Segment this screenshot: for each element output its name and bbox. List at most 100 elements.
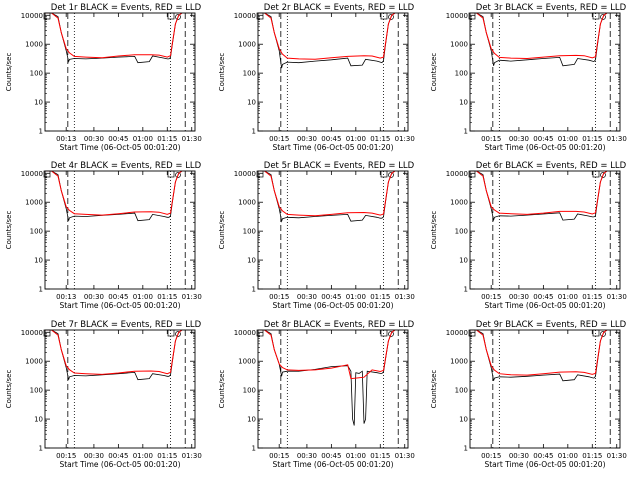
y-tick-label: 10	[247, 257, 256, 265]
marker-square	[167, 12, 175, 20]
x-tick-label: 00:15	[269, 293, 289, 301]
x-tick-label: 01:00	[346, 452, 366, 460]
lld-series-line	[258, 330, 396, 380]
x-tick-label: 01:00	[133, 135, 153, 143]
x-tick-label: 00:45	[321, 452, 341, 460]
y-tick-label: 10000	[234, 170, 256, 178]
chart-panel-7: Det 7r BLACK = Events, RED = LLD Counts/s…	[5, 320, 202, 469]
x-tick-label: 01:30	[182, 293, 202, 301]
y-tick-label: 10000	[446, 12, 468, 20]
x-tick-label: 01:00	[558, 293, 578, 301]
x-axis-label: Start Time (06-Oct-05 00:01:20)	[272, 460, 393, 469]
y-tick-label: 1	[252, 128, 256, 136]
x-tick-label: 00:30	[297, 135, 317, 143]
x-tick-label: 00:45	[321, 135, 341, 143]
marker-circle	[175, 331, 181, 337]
lld-series-line	[470, 13, 608, 60]
y-tick-label: 10000	[21, 170, 43, 178]
y-tick-label: 1	[39, 445, 43, 453]
x-tick-label: 01:00	[346, 293, 366, 301]
y-tick-label: 10	[34, 257, 43, 265]
lld-series-line	[45, 13, 183, 59]
marker-square	[380, 170, 388, 178]
x-tick-label: 01:00	[558, 135, 578, 143]
x-tick-label: 00:30	[84, 135, 104, 143]
chart-panel-4: Det 4r BLACK = Events, RED = LLD Counts/s…	[5, 161, 202, 310]
y-axis-label: Counts/sec	[218, 211, 226, 250]
x-tick-label: 01:00	[346, 135, 366, 143]
chart-title: Det 5r BLACK = Events, RED = LLD	[264, 161, 415, 171]
plot-frame	[44, 12, 196, 132]
chart-panel-8: Det 8r BLACK = Events, RED = LLD Counts/s…	[218, 320, 415, 469]
y-tick-label: 100	[30, 228, 43, 236]
plot-frame	[469, 329, 621, 449]
x-tick-label: 01:30	[182, 452, 202, 460]
y-tick-label: 10	[247, 99, 256, 107]
x-tick-label: 00:45	[108, 293, 128, 301]
y-tick-label: 1	[39, 286, 43, 294]
y-tick-label: 100	[30, 387, 43, 395]
x-axis-label: Start Time (06-Oct-05 00:01:20)	[59, 301, 180, 310]
y-axis-label: Counts/sec	[218, 370, 226, 409]
plot-frame	[257, 170, 409, 290]
y-axis-label: Counts/sec	[430, 370, 438, 409]
x-tick-label: 00:15	[269, 135, 289, 143]
x-tick-label: 00:13	[56, 135, 76, 143]
lld-series-line	[45, 171, 183, 216]
x-axis-label: Start Time (06-Oct-05 00:01:20)	[484, 460, 605, 469]
x-tick-label: 00:30	[297, 293, 317, 301]
marker-circle	[175, 172, 181, 178]
y-tick-label: 10000	[234, 12, 256, 20]
marker-square	[167, 170, 175, 178]
x-tick-label: 01:30	[182, 135, 202, 143]
y-tick-label: 1	[464, 286, 468, 294]
plot-frame	[257, 12, 409, 132]
marker-square	[592, 329, 600, 337]
x-tick-label: 01:30	[607, 293, 627, 301]
x-axis-label: Start Time (06-Oct-05 00:01:20)	[59, 460, 180, 469]
x-axis-label: Start Time (06-Oct-05 00:01:20)	[272, 301, 393, 310]
y-tick-label: 10000	[21, 12, 43, 20]
y-tick-label: 100	[243, 70, 256, 78]
marker-circle	[600, 172, 606, 178]
marker-square	[167, 329, 175, 337]
chart-title: Det 8r BLACK = Events, RED = LLD	[264, 320, 415, 330]
lld-series-line	[258, 13, 396, 60]
x-tick-label: 01:30	[395, 452, 415, 460]
events-series-line	[258, 13, 396, 69]
x-tick-label: 00:15	[481, 452, 501, 460]
chart-title: Det 6r BLACK = Events, RED = LLD	[476, 161, 627, 171]
y-axis-label: Counts/sec	[430, 211, 438, 250]
y-tick-label: 1000	[450, 41, 468, 49]
chart-title: Det 9r BLACK = Events, RED = LLD	[476, 320, 627, 330]
x-tick-label: 01:15	[582, 293, 602, 301]
y-tick-label: 1	[464, 128, 468, 136]
x-tick-label: 00:15	[56, 452, 76, 460]
y-tick-label: 1000	[450, 358, 468, 366]
chart-title: Det 4r BLACK = Events, RED = LLD	[51, 161, 202, 171]
x-tick-label: 00:15	[481, 293, 501, 301]
y-tick-label: 10	[247, 416, 256, 424]
x-tick-label: 01:15	[157, 452, 177, 460]
y-tick-label: 1000	[25, 358, 43, 366]
y-tick-label: 10	[34, 416, 43, 424]
x-tick-label: 01:30	[395, 135, 415, 143]
chart-panel-1: Det 1r BLACK = Events, RED = LLD Counts/s…	[5, 3, 202, 152]
x-tick-label: 00:30	[297, 452, 317, 460]
marker-circle	[600, 14, 606, 20]
x-axis-label: Start Time (06-Oct-05 00:01:20)	[59, 143, 180, 152]
plot-frame	[44, 329, 196, 449]
x-tick-label: 01:00	[133, 452, 153, 460]
y-tick-label: 10000	[446, 329, 468, 337]
chart-panel-3: Det 3r BLACK = Events, RED = LLD Counts/s…	[430, 3, 627, 152]
x-axis-label: Start Time (06-Oct-05 00:01:20)	[272, 143, 393, 152]
plot-frame	[44, 170, 196, 290]
marker-square	[592, 12, 600, 20]
lld-series-line	[470, 171, 608, 215]
marker-square	[380, 12, 388, 20]
y-tick-label: 100	[455, 70, 468, 78]
y-tick-label: 1	[252, 445, 256, 453]
plot-frame	[469, 170, 621, 290]
chart-panel-5: Det 5r BLACK = Events, RED = LLD Counts/s…	[218, 161, 415, 310]
y-tick-label: 1	[252, 286, 256, 294]
